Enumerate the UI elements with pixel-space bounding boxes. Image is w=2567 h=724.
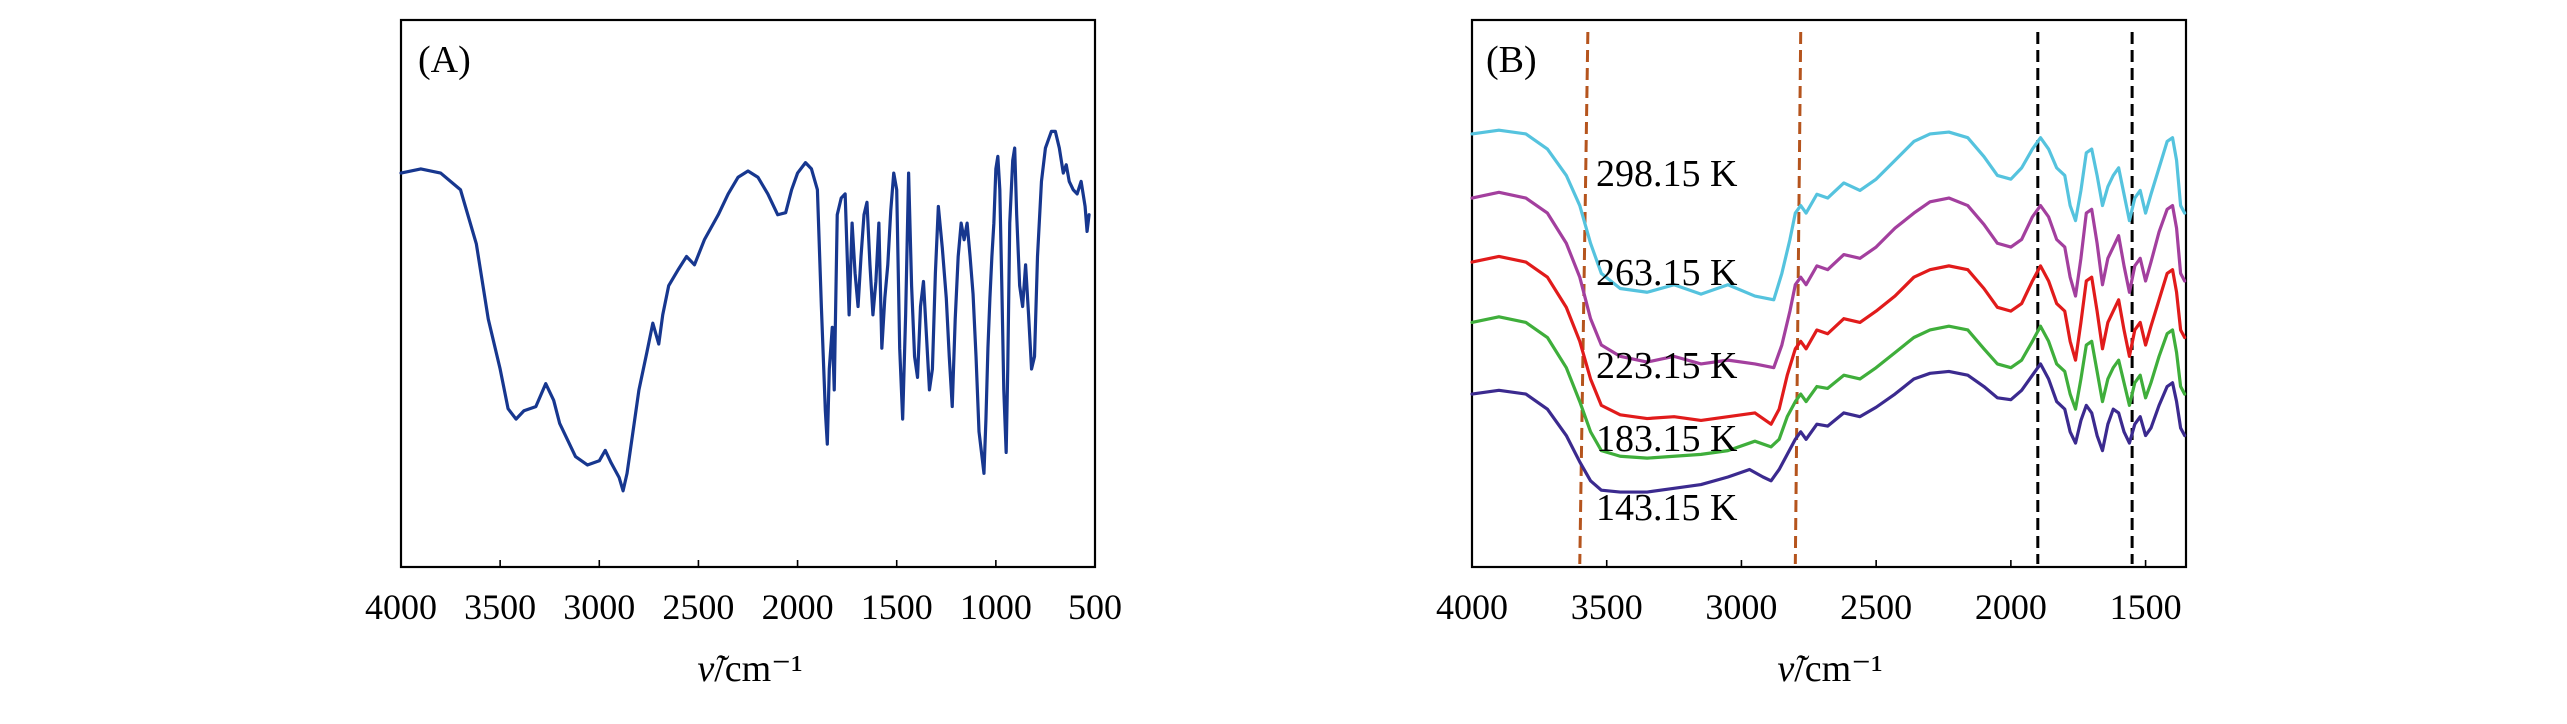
panel-a-x-tick-label-1500: 1500 bbox=[861, 587, 933, 627]
panel-a-x-axis-unit: /cm⁻¹ bbox=[714, 648, 802, 690]
temperature-label-263: 263.15 K bbox=[1596, 252, 1738, 294]
panel-b-spectrum-line-5 bbox=[1470, 362, 2187, 494]
panel-a-spectrum-line bbox=[399, 129, 1091, 493]
panel-a-x-tick-label-4000: 4000 bbox=[365, 587, 437, 627]
panel-b-x-tick-label-3000: 3000 bbox=[1705, 587, 1777, 627]
panel-b-spectrum-line-2 bbox=[1470, 190, 2187, 370]
temperature-label-183: 183.15 K bbox=[1596, 418, 1738, 460]
panel-b-reference-line-2 bbox=[1793, 31, 1803, 565]
panel-a-x-tick-label-2500: 2500 bbox=[662, 587, 734, 627]
panel-b-spectrum-line-3 bbox=[1470, 254, 2187, 426]
panel-a-x-axis-title: ν̃/cm⁻¹ bbox=[697, 648, 802, 690]
panel-b-reference-lines bbox=[1578, 31, 2134, 565]
panel-a-x-tick-label-1000: 1000 bbox=[960, 587, 1032, 627]
panel-a-series-group bbox=[399, 129, 1091, 493]
panel-a-axis-frame bbox=[399, 18, 1097, 569]
panel-b-label: (B) bbox=[1486, 39, 1537, 81]
panel-b-series-group bbox=[1470, 128, 2187, 494]
temperature-label-223: 223.15 K bbox=[1596, 345, 1738, 387]
panel-a-x-tick-label-500: 500 bbox=[1068, 587, 1122, 627]
panel-b-chart: (B) 4000 3500 3000 2500 2000 1500 298.15 K 26… bbox=[1436, 18, 2188, 690]
panel-b-x-tick-label-3500: 3500 bbox=[1571, 587, 1643, 627]
panel-b-axis-frame bbox=[1470, 18, 2188, 569]
panel-a-x-tick-label-3500: 3500 bbox=[464, 587, 536, 627]
panel-b-spectrum-line-1 bbox=[1470, 128, 2187, 302]
panel-a-x-tick-label-2000: 2000 bbox=[762, 587, 834, 627]
panel-b-spectrum-line-4 bbox=[1470, 315, 2187, 460]
panel-b-x-axis-title: ν̃/cm⁻¹ bbox=[1777, 648, 1882, 690]
temperature-label-298: 298.15 K bbox=[1596, 153, 1738, 195]
panel-b-x-tick-label-4000: 4000 bbox=[1436, 587, 1508, 627]
panel-a-x-ticks: 4000 3500 3000 2500 2000 1500 1000 500 bbox=[365, 560, 1122, 627]
panel-b-x-axis-unit: /cm⁻¹ bbox=[1794, 648, 1882, 690]
panel-b-x-tick-label-2000: 2000 bbox=[1975, 587, 2047, 627]
panel-a-label: (A) bbox=[418, 39, 471, 81]
panel-b-x-tick-label-1500: 1500 bbox=[2110, 587, 2182, 627]
panel-b-reference-line-1 bbox=[1578, 31, 1590, 565]
panel-a-x-tick-label-3000: 3000 bbox=[563, 587, 635, 627]
temperature-label-143: 143.15 K bbox=[1596, 487, 1738, 529]
panel-a-chart: (A) 4000 3500 3000 2500 2000 1500 1000 500 ν̃/c… bbox=[365, 18, 1122, 690]
panel-b-x-tick-label-2500: 2500 bbox=[1840, 587, 1912, 627]
panel-b-x-ticks: 4000 3500 3000 2500 2000 1500 bbox=[1436, 560, 2182, 627]
